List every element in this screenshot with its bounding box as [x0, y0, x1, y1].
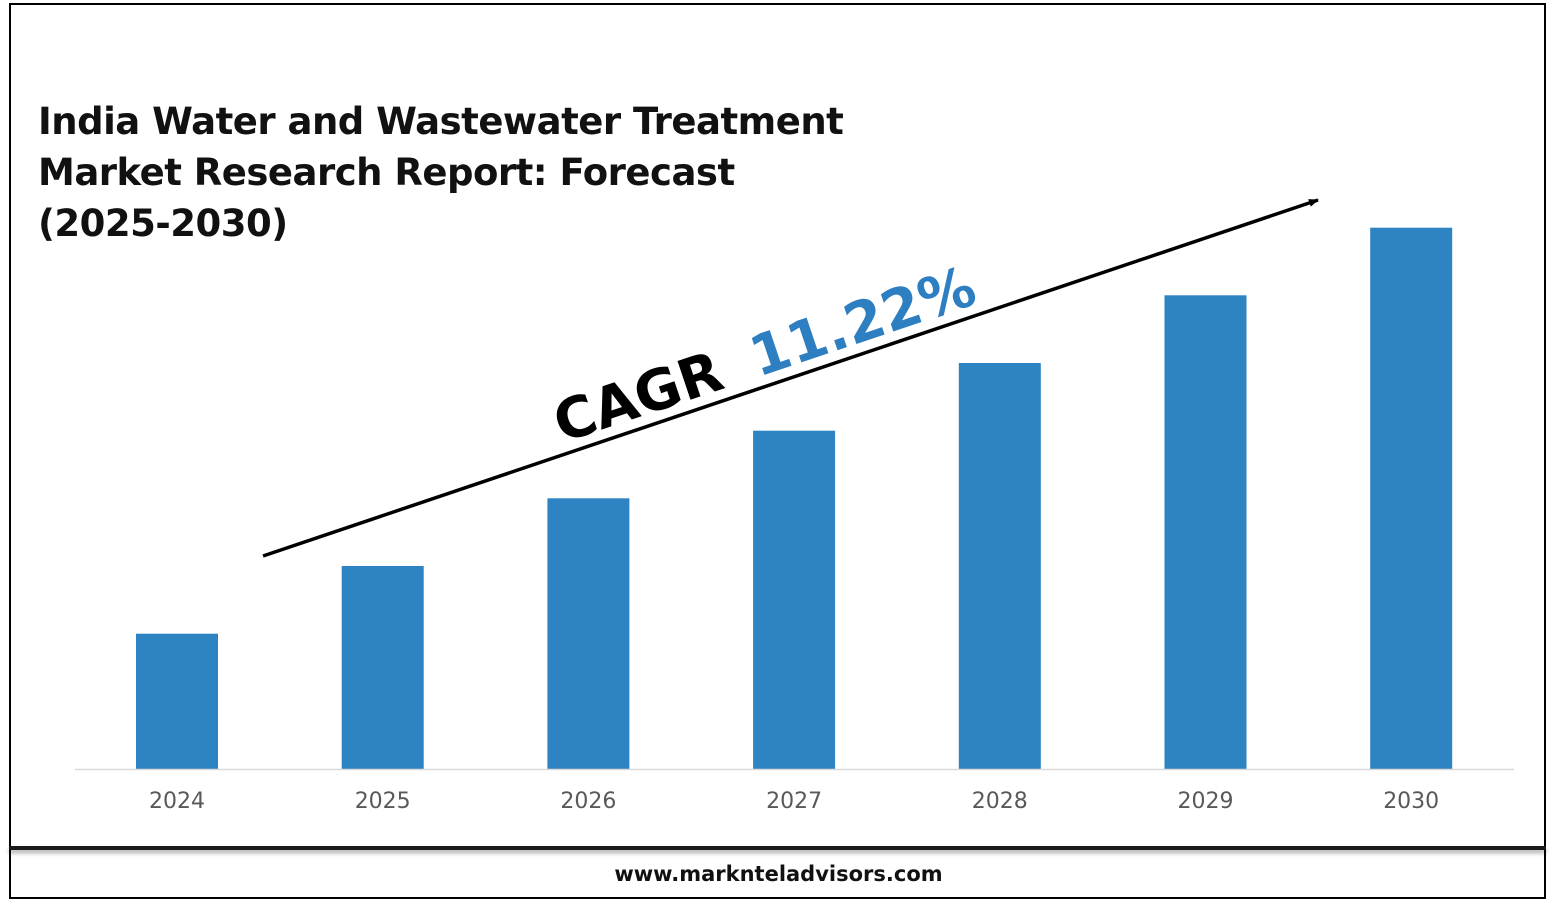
tick-label-2029: 2029: [1178, 789, 1234, 814]
bar-2024: [136, 633, 218, 769]
bar-2027: [753, 430, 836, 769]
cagr-value: 11.22%: [742, 254, 984, 390]
cagr-annotation: CAGR 11.22%: [546, 254, 984, 456]
chart-title-line-2: Market Research Report: Forecast: [38, 151, 735, 194]
cagr-label: CAGR: [546, 339, 731, 456]
tick-label-2030: 2030: [1383, 789, 1439, 814]
bar-2026: [547, 498, 630, 769]
bar-2028: [958, 363, 1041, 769]
tick-label-2028: 2028: [972, 789, 1028, 814]
bar-2025: [341, 566, 424, 769]
tick-label-2027: 2027: [766, 789, 822, 814]
tick-label-2024: 2024: [149, 789, 205, 814]
bar-2030: [1370, 227, 1453, 769]
chart-title-line-1: India Water and Wastewater Treatment: [38, 100, 844, 143]
x-axis-tick-labels: 2024 2025 2026 2027 2028 2029 2030: [149, 789, 1439, 814]
tick-label-2026: 2026: [560, 789, 616, 814]
footer-website: www.marknteladvisors.com: [614, 862, 943, 886]
chart-title: India Water and Wastewater Treatment Mar…: [38, 96, 844, 249]
bar-series: [136, 227, 1453, 769]
chart-title-line-3: (2025-2030): [38, 202, 288, 245]
footer-divider: [9, 846, 1546, 850]
bar-2029: [1164, 295, 1247, 769]
tick-label-2025: 2025: [355, 789, 411, 814]
cagr-trend-arrow: [262, 198, 1319, 558]
